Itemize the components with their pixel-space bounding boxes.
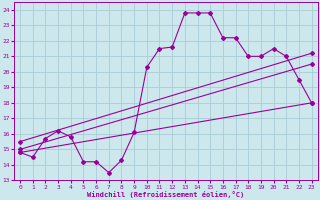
X-axis label: Windchill (Refroidissement éolien,°C): Windchill (Refroidissement éolien,°C): [87, 191, 244, 198]
